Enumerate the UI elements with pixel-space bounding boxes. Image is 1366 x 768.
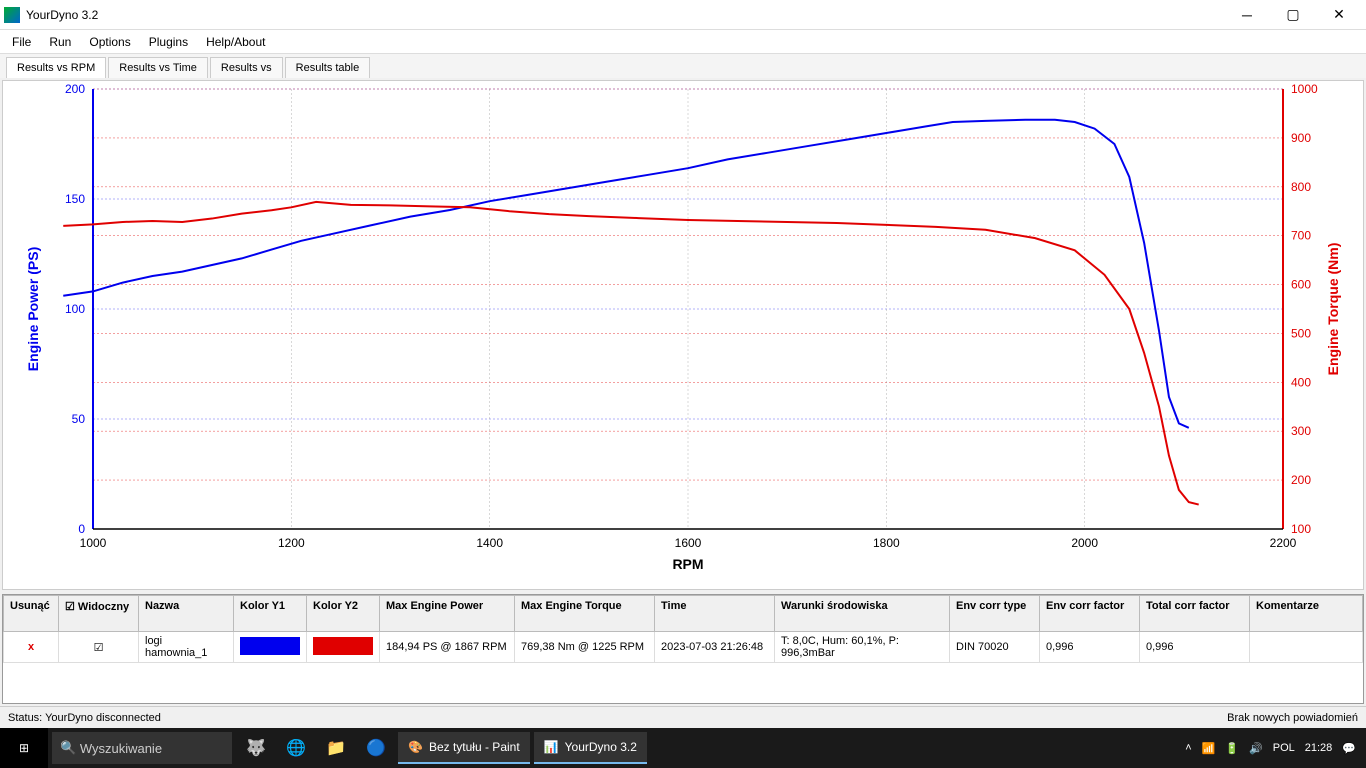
minimize-button[interactable]: ─	[1224, 0, 1270, 30]
taskbar-app-yourdyno[interactable]: 📊 YourDyno 3.2	[534, 732, 647, 764]
svg-text:2200: 2200	[1270, 536, 1297, 550]
svg-text:2000: 2000	[1071, 536, 1098, 550]
maximize-button[interactable]: ▢	[1270, 0, 1316, 30]
svg-text:150: 150	[65, 192, 85, 206]
svg-text:Engine Torque (Nm): Engine Torque (Nm)	[1325, 243, 1341, 376]
close-button[interactable]: ✕	[1316, 0, 1362, 30]
col-time: Time	[655, 596, 775, 632]
cell-env-corr-factor: 0,996	[1040, 632, 1140, 663]
tab-results-vs-time[interactable]: Results vs Time	[108, 57, 208, 78]
start-button[interactable]: ⊞	[0, 728, 48, 768]
taskbar-search[interactable]: 🔍 Wyszukiwanie	[52, 732, 232, 764]
col-env-corr-type: Env corr type	[950, 596, 1040, 632]
tab-results-table[interactable]: Results table	[285, 57, 371, 78]
notifications-icon[interactable]: 💬	[1342, 742, 1356, 755]
col-total-corr-factor: Total corr factor	[1140, 596, 1250, 632]
chart-area: 0 50 100 150 200 100 200 300 400 500 600 700 800 900 1…	[2, 80, 1364, 590]
svg-text:1800: 1800	[873, 536, 900, 550]
search-placeholder: Wyszukiwanie	[80, 741, 162, 756]
svg-text:700: 700	[1291, 229, 1311, 243]
menu-file[interactable]: File	[12, 35, 31, 49]
svg-text:300: 300	[1291, 424, 1311, 438]
statusbar: Status: YourDyno disconnected Brak nowyc…	[0, 706, 1366, 728]
language-indicator[interactable]: POL	[1273, 742, 1295, 754]
svg-text:1200: 1200	[278, 536, 305, 550]
cell-max-torque: 769,38 Nm @ 1225 RPM	[515, 632, 655, 663]
results-panel: Usunąć ☑ Widoczny Nazwa Kolor Y1 Kolor Y…	[2, 594, 1364, 704]
col-delete: Usunąć	[4, 596, 59, 632]
svg-text:1600: 1600	[675, 536, 702, 550]
svg-text:1400: 1400	[476, 536, 503, 550]
svg-text:50: 50	[72, 412, 86, 426]
taskbar: ⊞ 🔍 Wyszukiwanie 🐺 🌐 📁 🔵 🎨 Bez tytułu - …	[0, 728, 1366, 768]
svg-text:Engine Power (PS): Engine Power (PS)	[25, 247, 41, 371]
svg-text:500: 500	[1291, 326, 1311, 340]
col-visible: ☑ Widoczny	[59, 596, 139, 632]
delete-row-button[interactable]: x	[4, 632, 59, 663]
search-icon: 🔍	[60, 740, 76, 756]
visible-checkbox[interactable]: ☑	[59, 632, 139, 663]
chrome-icon[interactable]: 🔵	[356, 728, 396, 768]
cell-max-power: 184,94 PS @ 1867 RPM	[380, 632, 515, 663]
cell-color-y2[interactable]	[307, 632, 380, 663]
col-comments: Komentarze	[1250, 596, 1363, 632]
col-env-cond: Warunki środowiska	[775, 596, 950, 632]
cortana-icon[interactable]: 🐺	[236, 728, 276, 768]
table-row[interactable]: x ☑ logi hamownia_1 184,94 PS @ 1867 RPM…	[4, 632, 1363, 663]
col-name: Nazwa	[139, 596, 234, 632]
svg-text:900: 900	[1291, 131, 1311, 145]
window-title: YourDyno 3.2	[26, 8, 1224, 22]
col-max-torque: Max Engine Torque	[515, 596, 655, 632]
menu-plugins[interactable]: Plugins	[149, 35, 188, 49]
edge-icon[interactable]: 🌐	[276, 728, 316, 768]
paint-icon: 🎨	[408, 740, 423, 754]
titlebar: YourDyno 3.2 ─ ▢ ✕	[0, 0, 1366, 30]
taskbar-app-paint[interactable]: 🎨 Bez tytułu - Paint	[398, 732, 530, 764]
col-env-corr-factor: Env corr factor	[1040, 596, 1140, 632]
svg-text:0: 0	[78, 522, 85, 536]
cell-env-corr-type: DIN 70020	[950, 632, 1040, 663]
app-icon	[4, 7, 20, 23]
svg-text:1000: 1000	[1291, 82, 1318, 96]
svg-text:400: 400	[1291, 375, 1311, 389]
col-max-power: Max Engine Power	[380, 596, 515, 632]
cell-comments	[1250, 632, 1363, 663]
svg-text:100: 100	[1291, 522, 1311, 536]
notification-text: Brak nowych powiadomień	[1227, 712, 1358, 724]
svg-text:RPM: RPM	[672, 556, 703, 572]
system-tray: ˄ 📶 🔋 🔊 POL 21:28 💬	[1175, 742, 1366, 755]
tabstrip: Results vs RPM Results vs Time Results v…	[0, 54, 1366, 78]
svg-text:200: 200	[65, 82, 85, 96]
cell-env-cond: T: 8,0C, Hum: 60,1%, P: 996,3mBar	[775, 632, 950, 663]
battery-icon[interactable]: 🔋	[1225, 742, 1239, 755]
svg-text:600: 600	[1291, 278, 1311, 292]
volume-icon[interactable]: 🔊	[1249, 742, 1263, 755]
dyno-chart: 0 50 100 150 200 100 200 300 400 500 600 700 800 900 1…	[3, 81, 1361, 579]
svg-text:100: 100	[65, 302, 85, 316]
status-text: Status: YourDyno disconnected	[8, 712, 161, 724]
cell-name: logi hamownia_1	[139, 632, 234, 663]
svg-text:800: 800	[1291, 180, 1311, 194]
tab-results-vs[interactable]: Results vs	[210, 57, 283, 78]
menu-help[interactable]: Help/About	[206, 35, 265, 49]
svg-text:1000: 1000	[80, 536, 107, 550]
col-color-y2: Kolor Y2	[307, 596, 380, 632]
menu-options[interactable]: Options	[89, 35, 130, 49]
cell-total-corr-factor: 0,996	[1140, 632, 1250, 663]
cell-time: 2023-07-03 21:26:48	[655, 632, 775, 663]
wifi-icon[interactable]: 📶	[1202, 742, 1216, 755]
cell-color-y1[interactable]	[234, 632, 307, 663]
tab-results-vs-rpm[interactable]: Results vs RPM	[6, 57, 106, 78]
tray-chevron-icon[interactable]: ˄	[1185, 742, 1191, 754]
clock[interactable]: 21:28	[1305, 742, 1333, 754]
explorer-icon[interactable]: 📁	[316, 728, 356, 768]
menubar: File Run Options Plugins Help/About	[0, 30, 1366, 54]
menu-run[interactable]: Run	[49, 35, 71, 49]
col-color-y1: Kolor Y1	[234, 596, 307, 632]
svg-text:200: 200	[1291, 473, 1311, 487]
yourdyno-icon: 📊	[544, 740, 559, 754]
results-table: Usunąć ☑ Widoczny Nazwa Kolor Y1 Kolor Y…	[3, 595, 1363, 663]
